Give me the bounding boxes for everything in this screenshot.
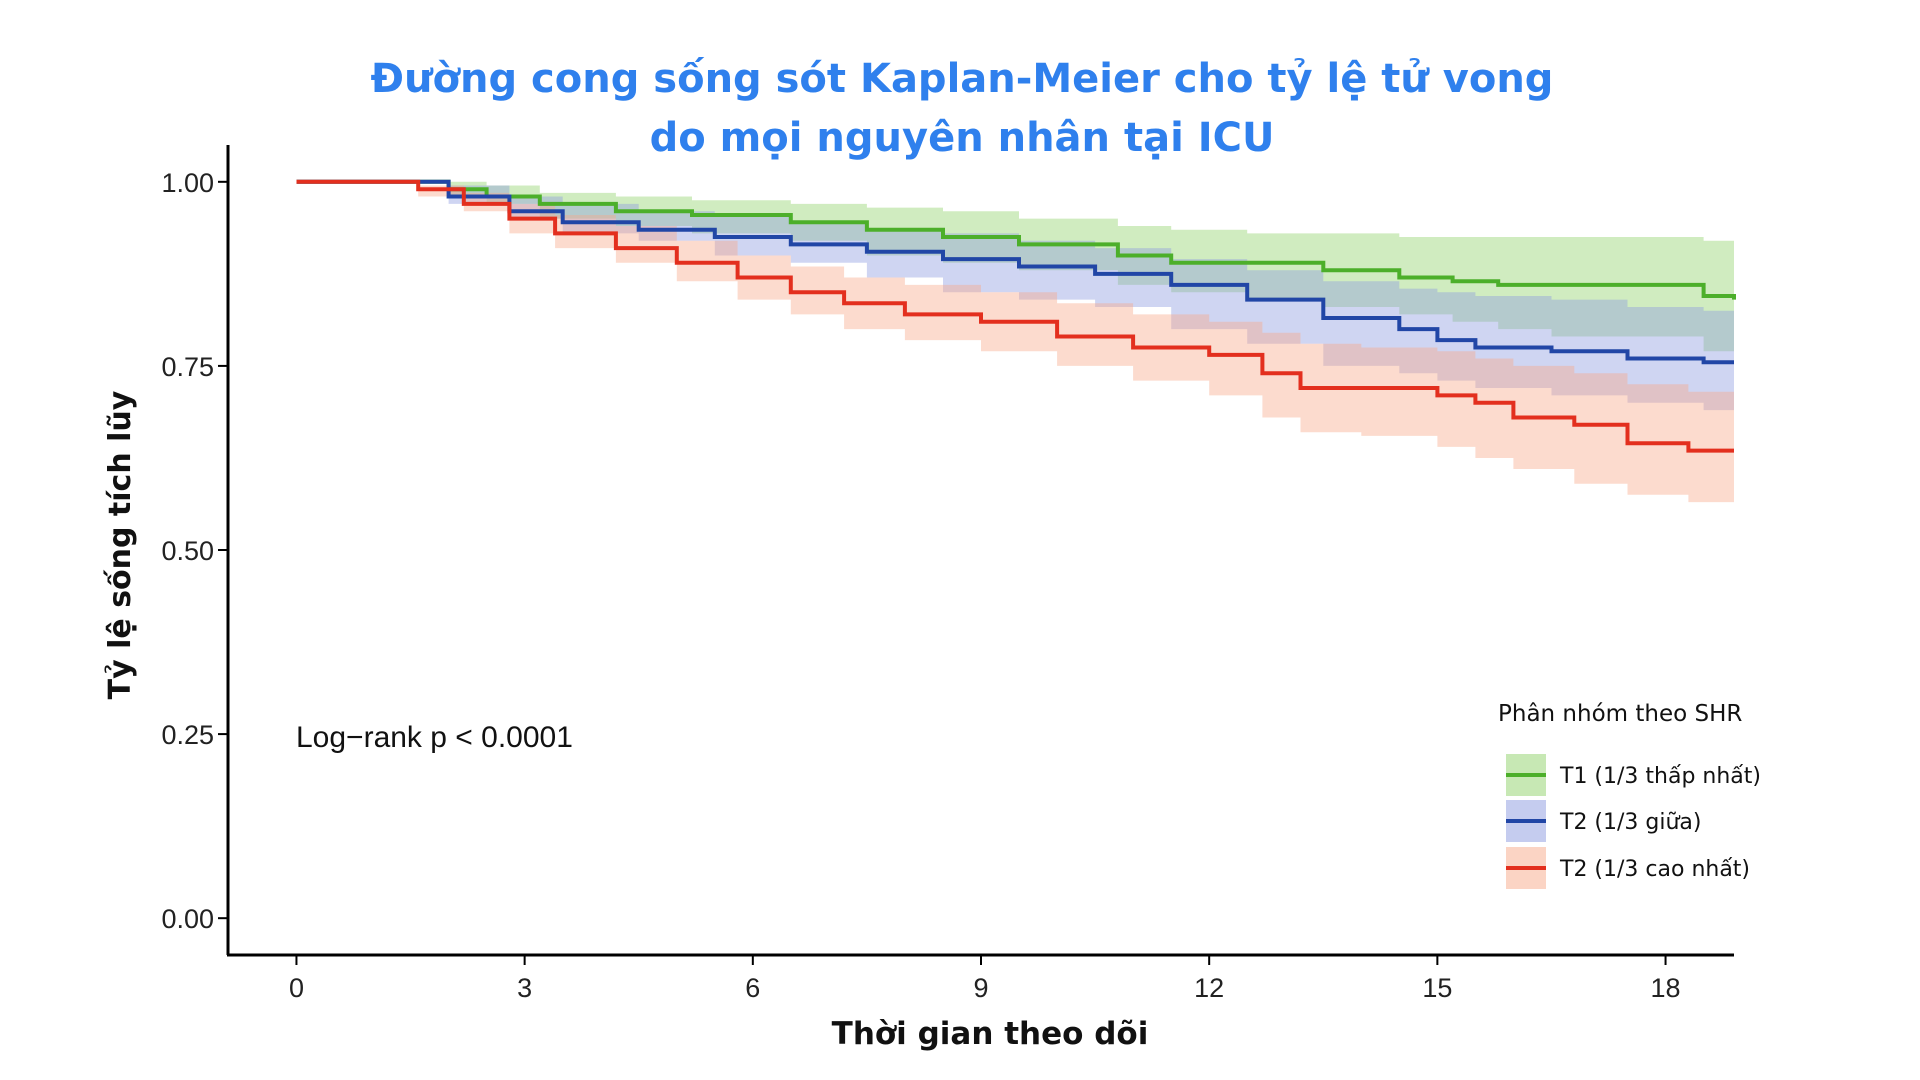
chart-title-line2: do mọi nguyên nhân tại ICU xyxy=(650,115,1275,161)
legend-label-series-2: T2 (1/3 giữa) xyxy=(1559,810,1702,835)
y-tick-label: 0.50 xyxy=(161,536,214,566)
x-tick-label: 0 xyxy=(289,973,304,1003)
y-tick-label: 0.75 xyxy=(161,352,214,382)
x-tick-label: 18 xyxy=(1651,973,1681,1003)
legend-title: Phân nhóm theo SHR xyxy=(1498,701,1742,727)
x-axis-label: Thời gian theo dõi xyxy=(832,1016,1149,1052)
ci-band-series-2 xyxy=(296,181,1734,411)
x-tick-label: 9 xyxy=(973,973,988,1003)
ci-band-series-1 xyxy=(296,181,1734,359)
survival-line-series-1 xyxy=(296,179,1736,300)
y-ticks: 0.00 0.25 0.50 0.75 1.00 xyxy=(161,168,228,934)
x-tick-label: 6 xyxy=(745,973,760,1003)
survival-curves xyxy=(296,179,1736,453)
survival-line-series-2 xyxy=(296,179,1734,365)
x-ticks: 0 3 6 9 12 15 18 xyxy=(289,955,1681,1003)
legend-label-series-3: T2 (1/3 cao nhất) xyxy=(1559,857,1750,882)
survival-line-series-3 xyxy=(296,179,1734,453)
ci-band-series-3 xyxy=(296,181,1734,503)
y-tick-label: 0.00 xyxy=(161,904,214,934)
legend-label-series-1: T1 (1/3 thấp nhất) xyxy=(1559,764,1761,789)
y-axis-label: Tỷ lệ sống tích lũy xyxy=(103,390,138,699)
log-rank-annotation: Log−rank p < 0.0001 xyxy=(296,721,573,754)
x-tick-label: 15 xyxy=(1422,973,1452,1003)
y-tick-label: 0.25 xyxy=(161,720,214,750)
chart-title-line1: Đường cong sống sót Kaplan-Meier cho tỷ … xyxy=(371,56,1554,102)
x-tick-label: 12 xyxy=(1194,973,1224,1003)
legend: Phân nhóm theo SHR T1 (1/3 thấp nhất) T2 … xyxy=(1498,701,1761,889)
confidence-bands xyxy=(296,181,1734,503)
y-tick-label: 1.00 xyxy=(161,168,214,198)
x-tick-label: 3 xyxy=(517,973,532,1003)
